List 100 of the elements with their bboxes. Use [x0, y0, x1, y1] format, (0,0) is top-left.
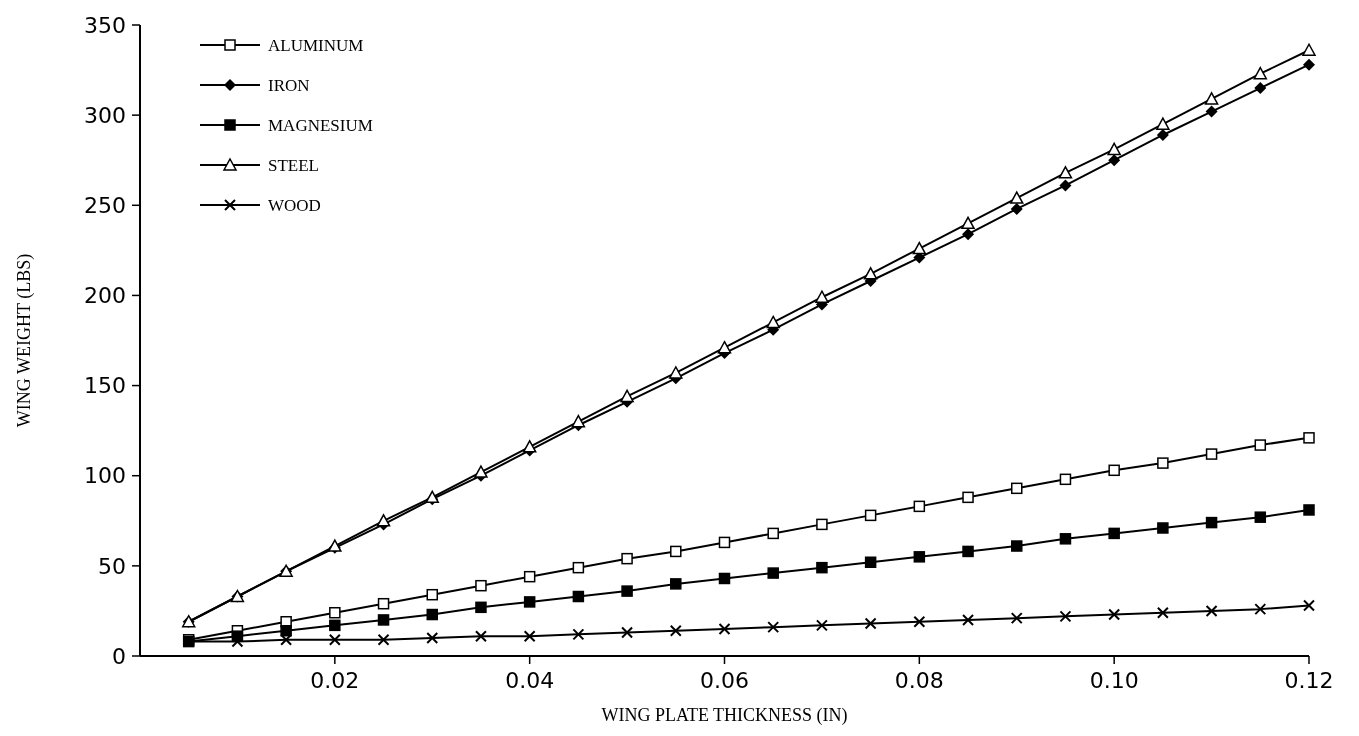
y-axis-title: WING WEIGHT (LBS): [14, 253, 35, 428]
y-tick-label: 0: [112, 643, 126, 669]
point: [864, 509, 877, 522]
point: [1254, 82, 1267, 95]
point: [620, 389, 634, 403]
point: [426, 588, 438, 601]
point: [767, 621, 780, 634]
point: [572, 590, 585, 603]
point: [816, 561, 828, 574]
point: [767, 567, 779, 579]
point: [962, 491, 974, 504]
point: [669, 366, 683, 379]
point: [1205, 604, 1218, 617]
point: [474, 630, 487, 643]
point: [1205, 105, 1218, 118]
point: [1059, 179, 1072, 192]
point: [1108, 154, 1121, 167]
point: [621, 585, 633, 597]
legend-label: STEEL: [268, 155, 319, 175]
point: [766, 315, 780, 329]
point: [816, 518, 828, 531]
point: [1254, 439, 1267, 451]
legend-label: ALUMINUM: [268, 35, 364, 55]
point: [1010, 202, 1023, 215]
point: [815, 619, 828, 632]
point: [670, 578, 682, 590]
point: [864, 556, 877, 568]
point: [329, 606, 341, 619]
point: [962, 613, 975, 626]
point: [572, 628, 585, 641]
legend-label: WOOD: [268, 195, 321, 215]
point: [1157, 457, 1169, 469]
x-tick-label: 0.08: [894, 668, 944, 693]
point: [377, 633, 390, 646]
point: [377, 597, 390, 610]
point: [377, 614, 390, 626]
x-tick-label: 0.06: [700, 668, 749, 693]
point: [426, 631, 439, 644]
point: [522, 440, 537, 453]
point: [523, 570, 536, 583]
point: [621, 552, 633, 565]
point: [718, 572, 731, 585]
point: [571, 414, 586, 428]
y-tick-label: 350: [84, 12, 126, 38]
point: [1059, 533, 1072, 545]
point: [1156, 117, 1170, 130]
point: [1157, 522, 1169, 534]
point: [1059, 610, 1072, 623]
point: [376, 514, 391, 527]
point: [1205, 448, 1218, 460]
point: [1303, 432, 1315, 444]
point: [1108, 464, 1120, 477]
point: [1010, 191, 1024, 204]
point: [1108, 527, 1120, 540]
point: [962, 228, 975, 241]
point: [1011, 482, 1023, 495]
point: [523, 596, 536, 608]
y-tick-label: 300: [84, 102, 126, 128]
x-tick-label: 0.04: [505, 668, 555, 693]
y-tick-label: 200: [84, 283, 126, 309]
point: [475, 579, 487, 592]
point: [474, 465, 488, 478]
point: [1156, 606, 1169, 619]
point: [328, 633, 341, 646]
point: [767, 527, 779, 540]
point: [621, 626, 634, 639]
x-tick-label: 0.02: [310, 668, 360, 693]
point: [523, 630, 536, 643]
point: [670, 545, 682, 558]
point: [815, 290, 829, 303]
y-tick-label: 100: [84, 463, 126, 489]
point: [1205, 516, 1218, 529]
point: [912, 241, 927, 255]
x-tick-label: 0.12: [1284, 668, 1334, 693]
point: [961, 216, 975, 230]
point: [962, 545, 974, 558]
point: [864, 617, 877, 630]
point: [913, 551, 926, 563]
point: [1204, 92, 1219, 105]
point: [1302, 43, 1316, 56]
legend-label: MAGNESIUM: [268, 115, 373, 135]
point: [426, 608, 438, 621]
point: [863, 267, 878, 280]
point: [1303, 58, 1315, 71]
point: [572, 561, 585, 574]
y-tick-label: 50: [98, 553, 126, 579]
point: [1108, 608, 1121, 621]
point: [329, 619, 341, 632]
point: [1253, 66, 1268, 80]
x-axis-title: WING PLATE THICKNESS (IN): [601, 705, 848, 726]
point: [1303, 504, 1315, 516]
point: [1058, 166, 1073, 179]
point: [1011, 540, 1023, 552]
legend-label: IRON: [268, 75, 310, 95]
y-tick-label: 250: [84, 192, 126, 218]
x-tick-label: 0.10: [1089, 668, 1139, 693]
point: [913, 500, 926, 513]
point: [1254, 603, 1267, 616]
point: [669, 624, 682, 637]
point: [717, 340, 732, 354]
